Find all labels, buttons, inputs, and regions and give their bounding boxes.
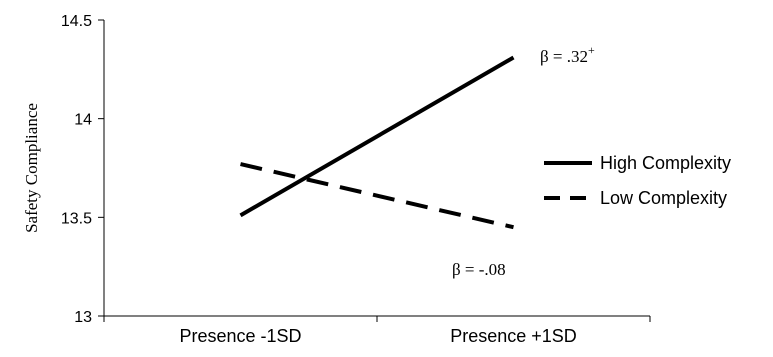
- legend-label: Low Complexity: [600, 188, 727, 208]
- beta-annotation: β = -.08: [452, 260, 506, 279]
- y-tick-label: 14.5: [61, 13, 92, 30]
- x-tick-label: Presence -1SD: [179, 326, 301, 346]
- beta-annotation-text: β = .32: [540, 47, 588, 66]
- beta-annotation-superscript: +: [588, 43, 595, 57]
- y-axis-ticks: 13 13.5 14 14.5: [61, 13, 104, 326]
- y-axis-title: Safety Compliance: [22, 103, 41, 233]
- series-line-high-complexity: [239, 55, 515, 218]
- y-tick-label: 13.5: [61, 210, 92, 227]
- series-line-low-complexity: [240, 162, 514, 230]
- annotations: β = .32+ β = -.08: [452, 43, 595, 279]
- x-axis-ticks: Presence -1SD Presence +1SD: [103, 316, 651, 346]
- series-layer: [239, 55, 515, 230]
- beta-annotation-text: β = -.08: [452, 260, 506, 279]
- beta-annotation: β = .32+: [540, 43, 595, 66]
- legend-label: High Complexity: [600, 153, 731, 173]
- y-tick-label: 13: [74, 309, 92, 326]
- legend: High Complexity Low Complexity: [544, 153, 731, 208]
- x-tick-label: Presence +1SD: [450, 326, 577, 346]
- y-tick-label: 14: [74, 112, 92, 129]
